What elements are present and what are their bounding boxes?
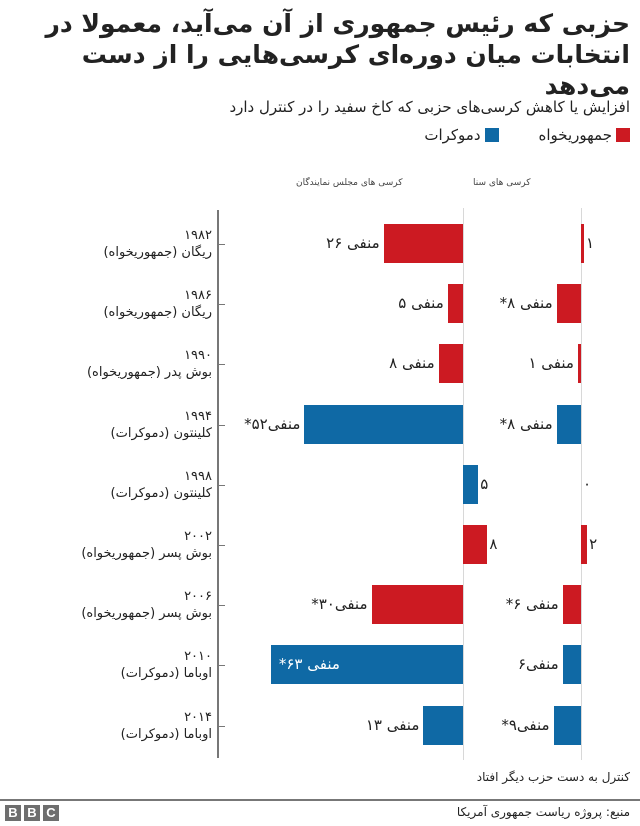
row-label: ۲۰۱۰ اوباما (دموکرات) <box>12 648 212 682</box>
axis-tick <box>217 665 225 666</box>
senate-value-label: ۰ <box>583 475 592 493</box>
row-president: اوباما (دموکرات) <box>120 727 212 742</box>
senate-bar <box>562 645 581 684</box>
senate-bar <box>553 706 581 745</box>
republican-swatch-icon <box>616 128 630 142</box>
row-year: ۱۹۹۸ <box>184 469 212 484</box>
chart-title: حزبی که رئیس جمهوری از آن می‌آید، معمولا… <box>45 9 630 100</box>
house-value-label: منفی ۲۶ <box>326 234 380 252</box>
row-president: کلینتون (دموکرات) <box>110 486 212 501</box>
senate-value-label: منفی ۸* <box>499 294 553 312</box>
senate-zero-line <box>581 208 582 760</box>
senate-value-label: منفی۶ <box>517 655 559 673</box>
column-header-house: کرسی های مجلس نمایندگان <box>296 178 403 188</box>
house-value-label: منفی ۸ <box>389 354 435 372</box>
axis-tick <box>217 605 225 606</box>
senate-value-label: منفی ۱ <box>528 354 574 372</box>
row-year: ۱۹۹۴ <box>184 409 212 424</box>
row-label: ۲۰۱۴ اوباما (دموکرات) <box>12 709 212 743</box>
senate-bar <box>581 525 588 564</box>
house-value-label: ۵ <box>480 475 489 493</box>
house-value-label: منفی۳۰* <box>311 595 368 613</box>
axis-tick <box>217 425 225 426</box>
row-year: ۱۹۹۰ <box>184 348 212 363</box>
senate-bar <box>556 284 581 323</box>
senate-bar <box>556 405 581 444</box>
logo-letter: C <box>43 805 59 821</box>
row-label: ۱۹۸۲ ریگان (جمهوریخواه) <box>12 227 212 261</box>
house-value-label: منفی ۵ <box>398 294 444 312</box>
legend-item-democrat: دموکرات <box>424 126 499 144</box>
axis-tick <box>217 485 225 486</box>
chart-subtitle: افزایش یا کاهش کرسی‌های حزبی که کاخ سفید… <box>229 98 630 116</box>
legend-item-republican: جمهوریخواه <box>539 126 630 144</box>
house-bar <box>463 465 479 504</box>
house-bar <box>304 405 463 444</box>
row-president: اوباما (دموکرات) <box>120 666 212 681</box>
row-label: ۲۰۰۶ بوش پسر (جمهوریخواه) <box>12 588 212 622</box>
row-president: کلینتون (دموکرات) <box>110 426 212 441</box>
senate-value-label: ۱ <box>586 234 595 252</box>
house-bar <box>438 344 463 383</box>
house-bar <box>447 284 463 323</box>
democrat-swatch-icon <box>484 128 499 142</box>
house-value-label: ۸ <box>489 535 498 553</box>
row-president: ریگان (جمهوریخواه) <box>103 305 212 320</box>
axis-tick <box>217 364 225 365</box>
house-value-label: منفی۵۲* <box>244 415 301 433</box>
row-label: ۱۹۸۶ ریگان (جمهوریخواه) <box>12 287 212 321</box>
legend: جمهوریخواه دموکرات <box>424 126 630 144</box>
senate-value-label: منفی۹* <box>501 716 550 734</box>
senate-bar <box>577 344 581 383</box>
house-bar <box>371 585 463 624</box>
axis-tick <box>217 304 225 305</box>
row-label: ۱۹۹۸ کلینتون (دموکرات) <box>12 468 212 502</box>
house-value-label: منفی ۱۳ <box>365 716 420 734</box>
bbc-logo: B B C <box>5 805 59 821</box>
axis-tick <box>217 244 225 245</box>
axis-tick <box>217 726 225 727</box>
category-axis <box>217 210 219 758</box>
row-label: ۱۹۹۰ بوش پدر (جمهوریخواه) <box>12 347 212 381</box>
footer-divider <box>0 799 640 801</box>
logo-letter: B <box>5 805 21 821</box>
row-president: بوش پسر (جمهوریخواه) <box>81 606 212 621</box>
row-president: بوش پسر (جمهوریخواه) <box>81 546 212 561</box>
row-year: ۲۰۱۰ <box>184 649 212 664</box>
column-header-senate: کرسی های سنا <box>473 178 531 188</box>
legend-label-democrat: دموکرات <box>424 126 481 144</box>
source-note: منبع: پروژه ریاست جمهوری آمریکا <box>456 805 630 819</box>
row-president: بوش پدر (جمهوریخواه) <box>86 365 212 380</box>
house-bar <box>270 645 463 684</box>
senate-bar <box>562 585 581 624</box>
row-year: ۱۹۸۶ <box>184 288 212 303</box>
house-bar <box>383 224 463 263</box>
row-year: ۲۰۰۲ <box>184 529 212 544</box>
senate-value-label: منفی ۸* <box>499 415 553 433</box>
axis-tick <box>217 545 225 546</box>
row-year: ۲۰۱۴ <box>184 710 212 725</box>
house-bar <box>423 706 463 745</box>
senate-value-label: ۲ <box>589 535 598 553</box>
senate-value-label: منفی ۶* <box>505 595 559 613</box>
house-value-label: منفی ۶۳* <box>278 655 340 673</box>
row-year: ۱۹۸۲ <box>184 228 212 243</box>
house-bar <box>463 525 488 564</box>
row-president: ریگان (جمهوریخواه) <box>103 245 212 260</box>
row-year: ۲۰۰۶ <box>184 589 212 604</box>
senate-bar <box>581 224 585 263</box>
footnote: کنترل به دست حزب دیگر افتاد <box>476 770 630 784</box>
row-label: ۱۹۹۴ کلینتون (دموکرات) <box>12 408 212 442</box>
legend-label-republican: جمهوریخواه <box>538 126 612 144</box>
logo-letter: B <box>24 805 40 821</box>
row-label: ۲۰۰۲ بوش پسر (جمهوریخواه) <box>12 528 212 562</box>
